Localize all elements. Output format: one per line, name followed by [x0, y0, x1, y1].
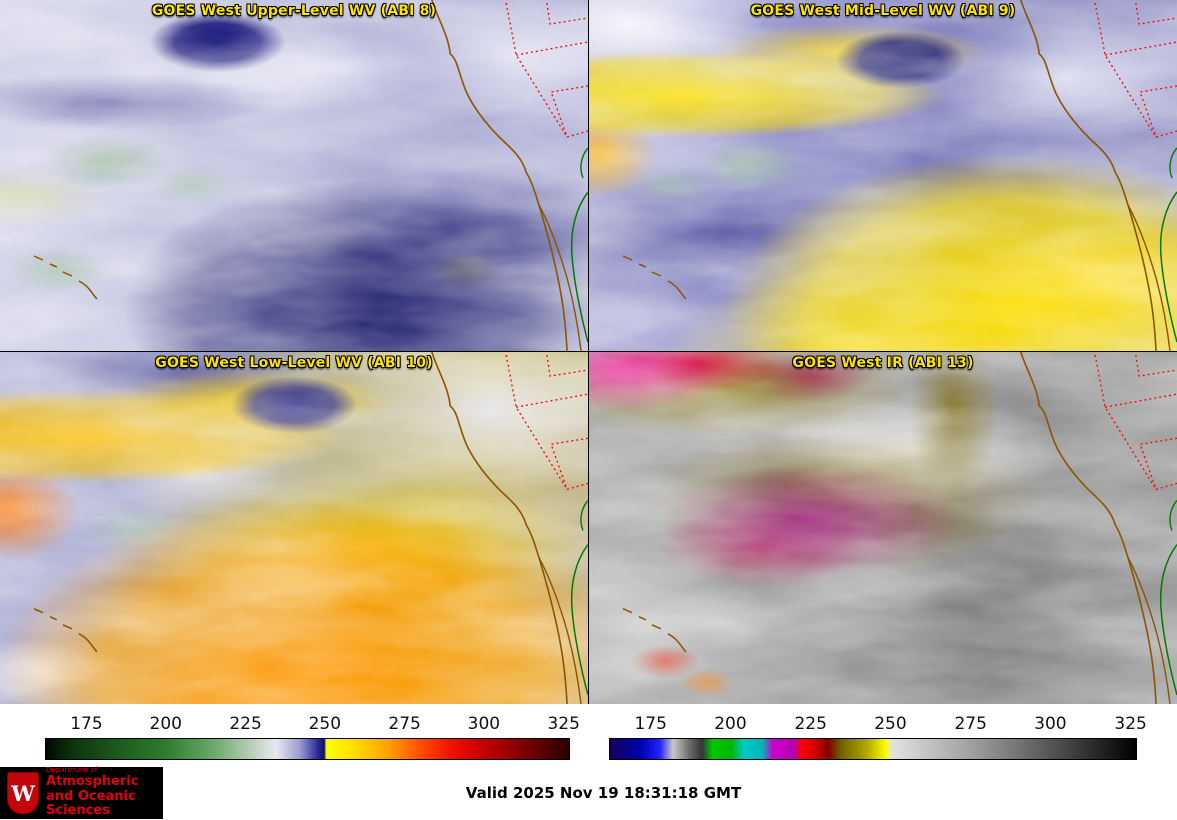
ir-colorbar: 175 200 225 250 275 300 325	[609, 712, 1147, 760]
colorbar-row: 175 200 225 250 275 300 325 175 200 225 …	[0, 712, 1177, 760]
tick-label: 225	[229, 714, 262, 734]
aos-department-logo: W Department of Atmospheric and Oceanic …	[0, 766, 163, 819]
tick-label: 325	[547, 714, 580, 734]
wv-colorbar: 175 200 225 250 275 300 325	[45, 712, 580, 760]
panel-title-abi9: GOES West Mid-Level WV (ABI 9)	[750, 3, 1016, 19]
logo-text: Department of Atmospheric and Oceanic Sc…	[46, 766, 156, 819]
coastline-overlay	[589, 0, 1177, 351]
tick-label: 300	[467, 714, 501, 734]
tick-label: 275	[388, 714, 421, 734]
uw-crest-icon: W	[7, 772, 39, 814]
panel-title-abi8: GOES West Upper-Level WV (ABI 8)	[151, 3, 437, 19]
tick-label: 325	[1114, 714, 1147, 734]
panel-title-abi13: GOES West IR (ABI 13)	[792, 355, 974, 371]
tick-label: 200	[149, 714, 182, 734]
tick-label: 250	[874, 714, 907, 734]
panel-title-abi10: GOES West Low-Level WV (ABI 10)	[155, 355, 433, 371]
logo-line1: Atmospheric	[46, 774, 139, 790]
tick-label: 175	[634, 714, 667, 734]
tick-label: 175	[70, 714, 103, 734]
valid-time-label: Valid 2025 Nov 19 18:31:18 GMT	[465, 784, 742, 802]
tick-label: 225	[794, 714, 827, 734]
coastline-overlay	[589, 352, 1177, 704]
coastline-overlay	[0, 352, 588, 704]
coastline-overlay	[0, 0, 588, 351]
satellite-panel-grid: GOES West Upper-Level WV (ABI 8) GOES We…	[0, 0, 1177, 704]
logo-line2: and Oceanic Sciences	[46, 788, 136, 819]
panel-ir: GOES West IR (ABI 13)	[589, 352, 1177, 704]
tick-label: 250	[308, 714, 342, 734]
panel-mid-level-wv: GOES West Mid-Level WV (ABI 9)	[589, 0, 1177, 351]
logo-department-label: Department of	[46, 766, 98, 775]
panel-upper-level-wv: GOES West Upper-Level WV (ABI 8)	[0, 0, 588, 351]
ir-colorbar-gradient	[609, 738, 1137, 760]
wv-colorbar-gradient	[45, 738, 570, 760]
ir-colorbar-ticks: 175 200 225 250 275 300 325	[609, 712, 1146, 738]
wv-colorbar-ticks: 175 200 225 250 275 300 325	[45, 712, 580, 738]
footer: W Department of Atmospheric and Oceanic …	[0, 766, 1177, 820]
tick-label: 200	[714, 714, 747, 734]
tick-label: 300	[1034, 714, 1067, 734]
tick-label: 275	[954, 714, 987, 734]
panel-low-level-wv: GOES West Low-Level WV (ABI 10)	[0, 352, 588, 704]
